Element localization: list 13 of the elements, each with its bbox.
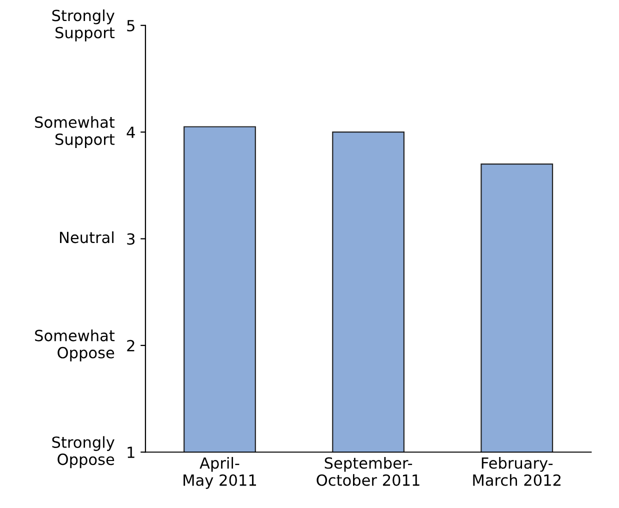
text: Strongly Oppose (52, 436, 114, 468)
y-tick-label: 3 (127, 233, 135, 245)
y-tick-label: 4 (126, 126, 135, 138)
y-tick-label: 2 (127, 340, 134, 352)
text: Neutral (60, 231, 114, 244)
x-tick-label: April- May 2011 (184, 456, 256, 489)
text: Somewhat Support (35, 116, 115, 148)
x-tick-label: September- October 2011 (316, 456, 420, 486)
y-tick-label: 1 (128, 446, 134, 458)
y-tick-label: 5 (127, 20, 134, 32)
x-tick-label: February- March 2012 (473, 456, 560, 486)
text: Strongly Support (52, 9, 115, 42)
text: Somewhat Oppose (35, 329, 115, 362)
